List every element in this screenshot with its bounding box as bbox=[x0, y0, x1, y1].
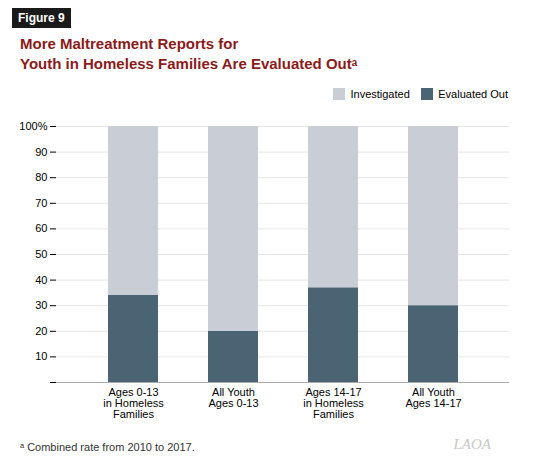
svg-text:10: 10 bbox=[35, 350, 47, 362]
html-text:ᵃ Combined rate from 2010 to 2: ᵃ Combined rate from 2010 to 2017. bbox=[20, 440, 195, 453]
svg-text:All YouthAges 0-13: All YouthAges 0-13 bbox=[208, 386, 258, 409]
svg-text:40: 40 bbox=[35, 273, 47, 285]
svg-text:60: 60 bbox=[35, 222, 47, 234]
svg-text:50: 50 bbox=[35, 248, 47, 260]
svg-text:All YouthAges 14-17: All YouthAges 14-17 bbox=[405, 386, 461, 409]
svg-text:Ages 14-17in HomelessFamilies: Ages 14-17in HomelessFamilies bbox=[303, 386, 364, 420]
html-text:Figure 9: Figure 9 bbox=[18, 11, 65, 25]
html-text:Youth in Homeless Families Are: Youth in Homeless Families Are Evaluated… bbox=[20, 54, 358, 72]
svg-text:20: 20 bbox=[35, 324, 47, 336]
html-text:Evaluated Out: Evaluated Out bbox=[438, 87, 508, 100]
svg-text:70: 70 bbox=[35, 196, 47, 208]
svg-text:100%: 100% bbox=[19, 120, 47, 132]
html-text:Investigated: Investigated bbox=[350, 87, 410, 100]
svg-text:Ages 0-13in HomelessFamilies: Ages 0-13in HomelessFamilies bbox=[103, 386, 164, 420]
svg-text:80: 80 bbox=[35, 171, 47, 183]
html-text:LAOA: LAOA bbox=[453, 435, 491, 452]
html-text:More Maltreatment Reports for: More Maltreatment Reports for bbox=[20, 35, 239, 52]
svg-text:30: 30 bbox=[35, 299, 47, 311]
svg-text:90: 90 bbox=[35, 145, 47, 157]
